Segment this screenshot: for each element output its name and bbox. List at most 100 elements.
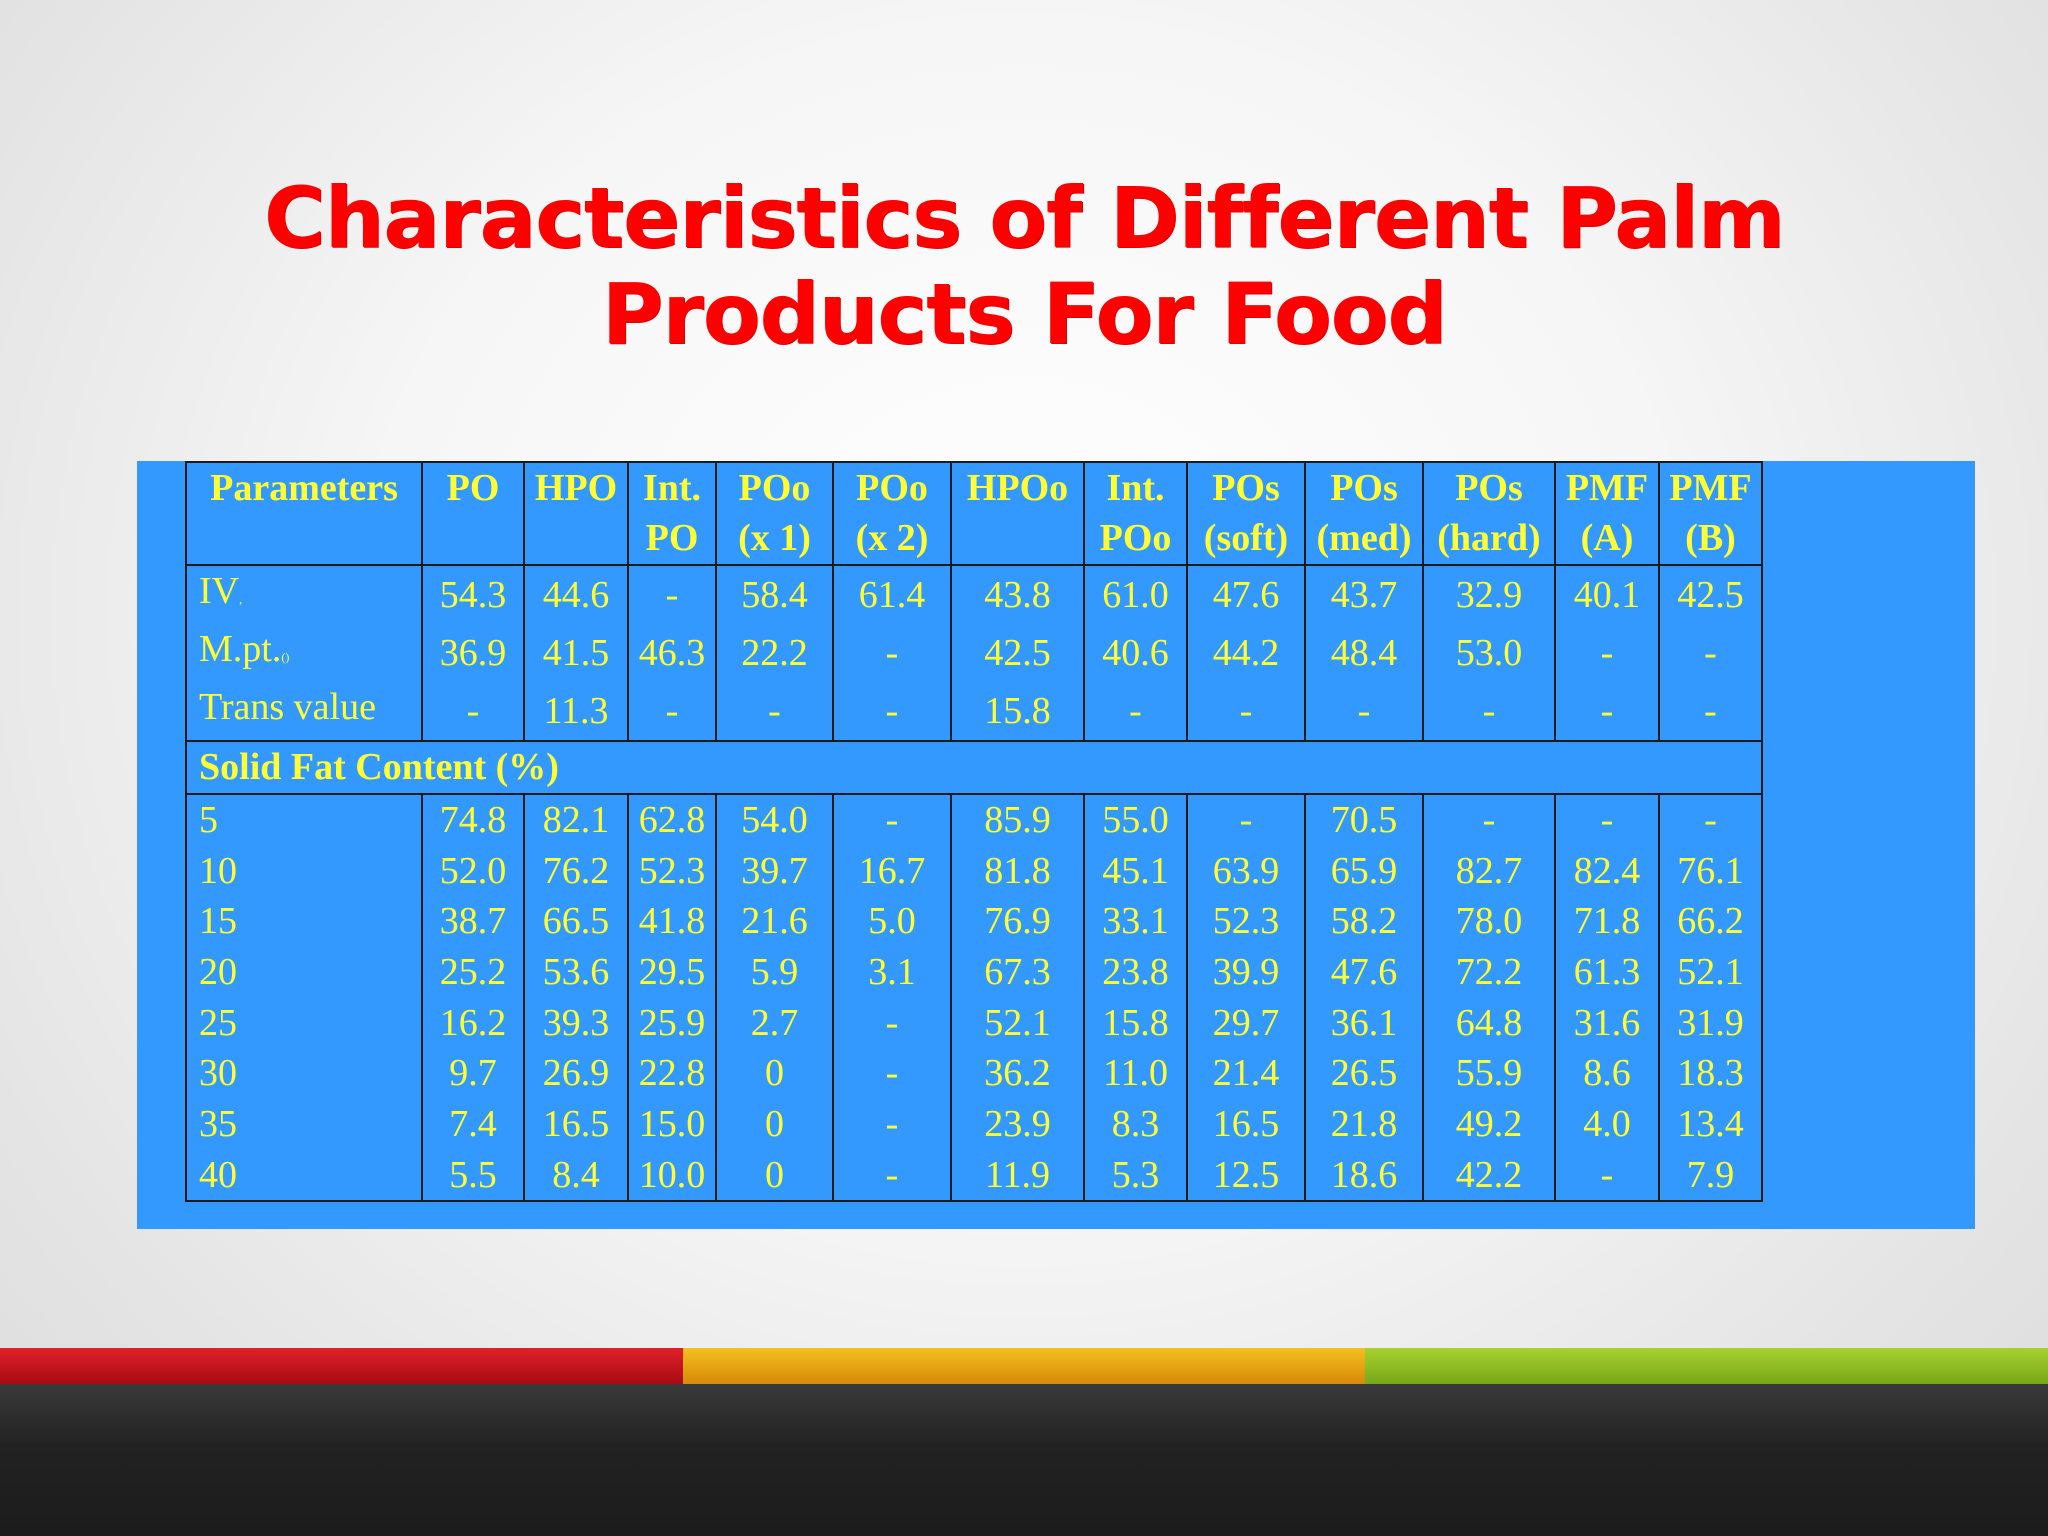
table-cell: 43.7	[1304, 564, 1424, 624]
column-header-line-1: PMF	[1565, 467, 1649, 509]
table-cell: 16.7	[832, 845, 952, 897]
table-cell: -	[1554, 624, 1660, 682]
table-cell: 46.3	[627, 624, 717, 682]
stripe-red	[0, 1348, 683, 1384]
table-cell: -	[421, 682, 525, 742]
table-cell: 54.3	[421, 564, 525, 624]
table-cell: 36.9	[421, 624, 525, 682]
column-header-line-2: POo	[1099, 517, 1172, 559]
table-cell: 66.2	[1658, 896, 1763, 947]
table-cell: 58.2	[1304, 896, 1424, 947]
table-cell: 55.9	[1422, 1048, 1556, 1099]
row-label: 20	[185, 946, 423, 998]
column-header: POs (med)	[1304, 461, 1424, 566]
table-cell: 12.5	[1186, 1149, 1306, 1203]
row-label-text: Trans value	[199, 686, 376, 728]
table-cell: 55.0	[1083, 792, 1188, 846]
table-cell: 21.4	[1186, 1048, 1306, 1099]
table-cell: 44.6	[523, 564, 629, 624]
header-row: Parameters PO HPO Int. PO POo (x 1) POo (x 2) HPO…	[185, 461, 1763, 566]
row-label-text: IV	[199, 570, 240, 612]
table-cell: -	[1304, 682, 1424, 742]
table-cell: 8.4	[523, 1149, 629, 1203]
table-cell: 71.8	[1554, 896, 1660, 947]
table-cell: 4.0	[1554, 1098, 1660, 1150]
column-header-line-2: PO	[645, 517, 699, 559]
column-header: HPO	[523, 461, 629, 566]
table-row: 20 25.2 53.6 29.5 5.9 3.1 67.3 23.8 39.9 47.6 72.2…	[185, 946, 1763, 998]
table-cell: 21.6	[715, 896, 834, 947]
table-cell: -	[1422, 682, 1556, 742]
table-cell: 61.3	[1554, 946, 1660, 998]
table-cell: 67.3	[950, 946, 1085, 998]
table-cell: -	[832, 997, 952, 1049]
row-label-text: M.pt.	[199, 628, 282, 670]
table-cell: -	[1554, 1149, 1660, 1203]
table-row: 40 5.5 8.4 10.0 0-11.9 5.3 12.5 18.6 42.2-7.9	[185, 1149, 1763, 1203]
row-label: IV,	[185, 564, 423, 624]
table-cell: 39.7	[715, 845, 834, 897]
column-header-line-1: Int.	[1106, 467, 1165, 509]
table-cell: 25.2	[421, 946, 525, 998]
table-cell: 21.8	[1304, 1098, 1424, 1150]
column-header-line-1: PMF	[1669, 467, 1752, 509]
column-header-line-1: PO	[446, 467, 500, 509]
table-cell: 36.1	[1304, 997, 1424, 1049]
table-cell: 0	[715, 1149, 834, 1203]
table-row: 30 9.7 26.9 22.8 0-36.2 11.0 21.4 26.5 55.9 8.6 18…	[185, 1048, 1763, 1099]
row-label: 30	[185, 1048, 423, 1099]
column-header-line-1: HPO	[534, 467, 618, 509]
table-cell: 78.0	[1422, 896, 1556, 947]
table-cell: -	[627, 564, 717, 624]
slide-title: Characteristics of Different Palm Produc…	[0, 170, 2048, 362]
column-header: PMF (A)	[1554, 461, 1660, 566]
slide-title-line-1: Characteristics of Different Palm	[263, 169, 1785, 267]
table-cell: 40.1	[1554, 564, 1660, 624]
table-cell: 31.6	[1554, 997, 1660, 1049]
table-cell: 48.4	[1304, 624, 1424, 682]
table-cell: 43.8	[950, 564, 1085, 624]
table-cell: 41.8	[627, 896, 717, 947]
table-cell: -	[627, 682, 717, 742]
table-cell: 5.5	[421, 1149, 525, 1203]
table-cell: 11.0	[1083, 1048, 1188, 1099]
table-cell: -	[1186, 682, 1306, 742]
table-cell: 29.5	[627, 946, 717, 998]
table-cell: 15.8	[1083, 997, 1188, 1049]
table-cell: 36.2	[950, 1048, 1085, 1099]
section-heading: Solid Fat Content (%)	[185, 740, 1763, 795]
column-header: POs (soft)	[1186, 461, 1306, 566]
table-cell: 52.0	[421, 845, 525, 897]
table-cell: 15.0	[627, 1098, 717, 1150]
table-cell: -	[715, 682, 834, 742]
table-cell: 52.1	[950, 997, 1085, 1049]
table-cell: 49.2	[1422, 1098, 1556, 1150]
column-header-line-2: (x 2)	[855, 517, 929, 559]
table-cell: 9.7	[421, 1048, 525, 1099]
row-label: 10	[185, 845, 423, 897]
table-cell: 58.4	[715, 564, 834, 624]
table-cell: 23.8	[1083, 946, 1188, 998]
table-cell: 53.0	[1422, 624, 1556, 682]
table-cell: 22.2	[715, 624, 834, 682]
slide-title-line-2: Products For Food	[601, 265, 1448, 363]
column-header-line-2: (A)	[1580, 517, 1634, 559]
table-cell: 39.9	[1186, 946, 1306, 998]
column-header-line-1: POs	[1330, 467, 1398, 509]
table-cell: -	[1554, 792, 1660, 846]
column-header: POo (x 2)	[832, 461, 952, 566]
table-cell: 39.3	[523, 997, 629, 1049]
table-cell: 40.6	[1083, 624, 1188, 682]
table-cell: 8.6	[1554, 1048, 1660, 1099]
table-cell: 16.5	[523, 1098, 629, 1150]
column-header-line-1: HPOo	[966, 467, 1069, 509]
column-header: POs (hard)	[1422, 461, 1556, 566]
row-label: 15	[185, 896, 423, 947]
column-header-line-2: (soft)	[1203, 517, 1289, 559]
column-header-line-2: (B)	[1685, 517, 1736, 559]
table-cell: 7.9	[1658, 1149, 1763, 1203]
footer-bar	[0, 1384, 2048, 1536]
table-cell: 65.9	[1304, 845, 1424, 897]
table-cell: 82.4	[1554, 845, 1660, 897]
table-cell: 0	[715, 1098, 834, 1150]
